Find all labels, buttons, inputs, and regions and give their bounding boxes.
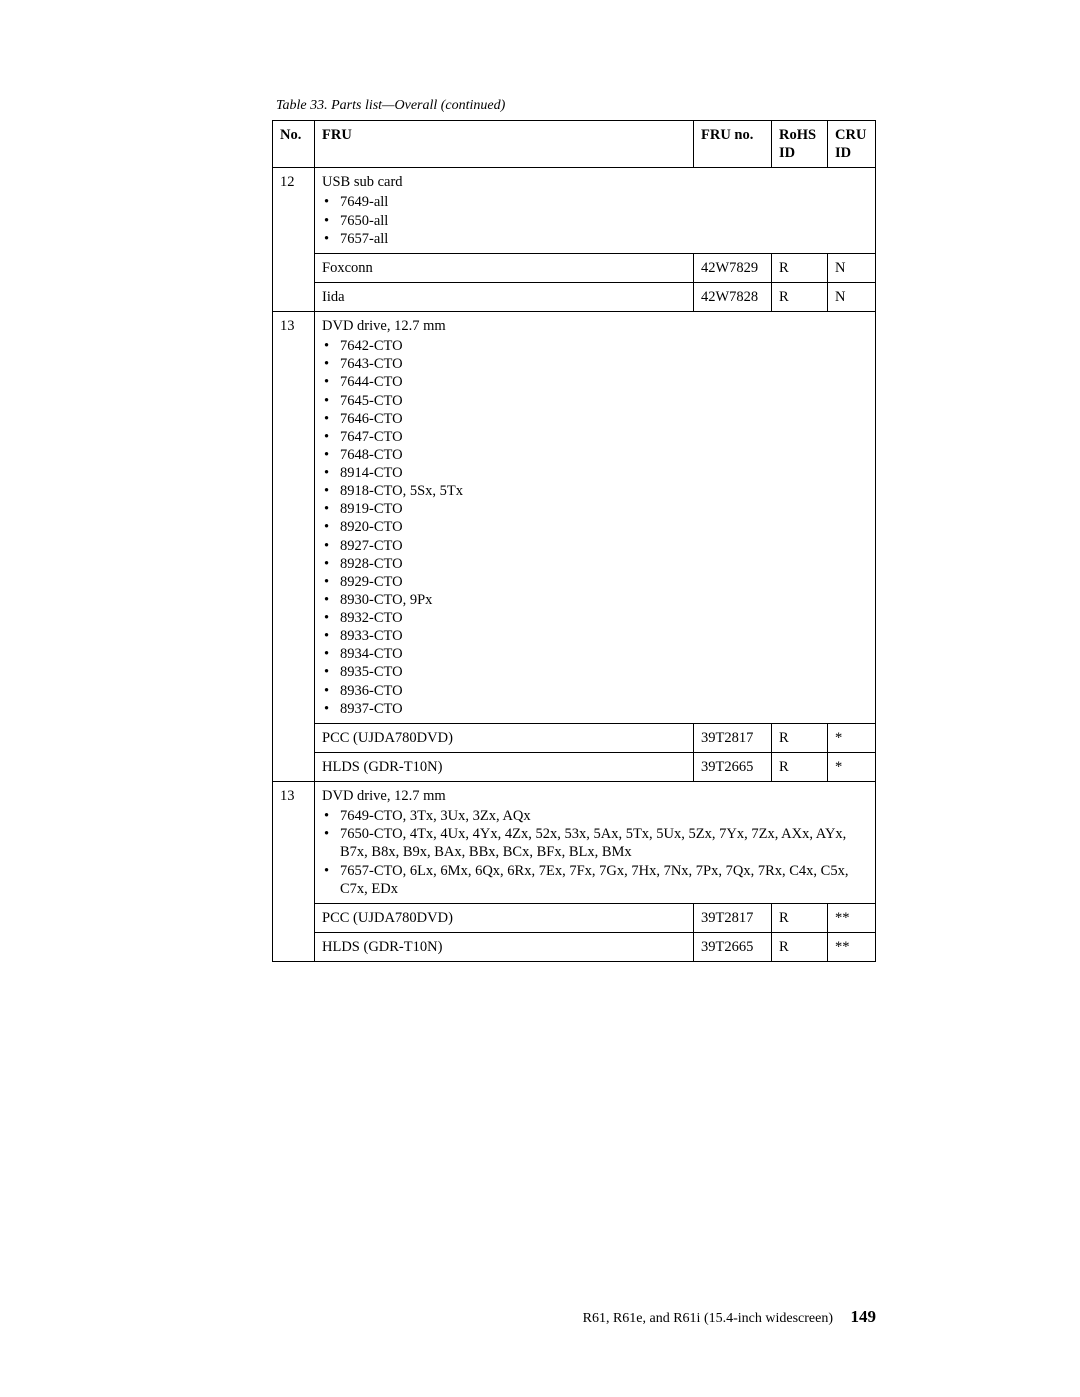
- list-item: 7649-CTO, 3Tx, 3Ux, 3Zx, AQx: [336, 807, 868, 825]
- table-row: HLDS (GDR-T10N) 39T2665 R *: [273, 752, 876, 781]
- sub-fno: 39T2665: [694, 752, 772, 781]
- sub-name: PCC (UJDA780DVD): [315, 903, 694, 932]
- page-footer: R61, R61e, and R61i (15.4-inch widescree…: [583, 1307, 876, 1327]
- row-fru-block: USB sub card 7649-all 7650-all 7657-all: [315, 168, 876, 254]
- sub-name: Foxconn: [315, 253, 694, 282]
- list-item: 8930-CTO, 9Px: [336, 591, 868, 609]
- table-row: 13 DVD drive, 12.7 mm 7649-CTO, 3Tx, 3Ux…: [273, 782, 876, 904]
- sub-fno: 42W7828: [694, 282, 772, 311]
- row-no: 12: [273, 168, 315, 312]
- sub-rohs: R: [772, 903, 828, 932]
- row-no: 13: [273, 782, 315, 962]
- sub-cru: N: [828, 253, 876, 282]
- row-no: 13: [273, 312, 315, 782]
- col-rohs: RoHS ID: [772, 121, 828, 168]
- list-item: 7650-CTO, 4Tx, 4Ux, 4Yx, 4Zx, 52x, 53x, …: [336, 825, 868, 861]
- list-item: 7646-CTO: [336, 410, 868, 428]
- sub-name: PCC (UJDA780DVD): [315, 723, 694, 752]
- parts-table: No. FRU FRU no. RoHS ID CRU ID 12 USB su…: [272, 120, 876, 962]
- list-item: 8927-CTO: [336, 537, 868, 555]
- sub-cru: N: [828, 282, 876, 311]
- sub-name: HLDS (GDR-T10N): [315, 932, 694, 961]
- col-fru: FRU: [315, 121, 694, 168]
- table-row: HLDS (GDR-T10N) 39T2665 R **: [273, 932, 876, 961]
- sub-name: HLDS (GDR-T10N): [315, 752, 694, 781]
- row-fru-block: DVD drive, 12.7 mm 7649-CTO, 3Tx, 3Ux, 3…: [315, 782, 876, 904]
- list-item: 8933-CTO: [336, 627, 868, 645]
- col-fno: FRU no.: [694, 121, 772, 168]
- list-item: 8919-CTO: [336, 500, 868, 518]
- list-item: 7647-CTO: [336, 428, 868, 446]
- sub-fno: 39T2817: [694, 723, 772, 752]
- list-item: 8914-CTO: [336, 464, 868, 482]
- list-item: 8918-CTO, 5Sx, 5Tx: [336, 482, 868, 500]
- list-item: 7657-CTO, 6Lx, 6Mx, 6Qx, 6Rx, 7Ex, 7Fx, …: [336, 862, 868, 898]
- row-title: USB sub card: [322, 174, 403, 190]
- list-item: 8932-CTO: [336, 609, 868, 627]
- sub-cru: *: [828, 752, 876, 781]
- sub-rohs: R: [772, 752, 828, 781]
- list-item: 8937-CTO: [336, 700, 868, 718]
- list-item: 8920-CTO: [336, 518, 868, 536]
- row-title: DVD drive, 12.7 mm: [322, 318, 446, 334]
- sub-cru: *: [828, 723, 876, 752]
- list-item: 7650-all: [336, 212, 868, 230]
- model-list: 7642-CTO 7643-CTO 7644-CTO 7645-CTO 7646…: [322, 337, 868, 718]
- row-fru-block: DVD drive, 12.7 mm 7642-CTO 7643-CTO 764…: [315, 312, 876, 724]
- col-cru: CRU ID: [828, 121, 876, 168]
- page: Table 33. Parts list—Overall (continued)…: [0, 0, 1080, 1397]
- list-item: 7657-all: [336, 230, 868, 248]
- list-item: 8929-CTO: [336, 573, 868, 591]
- list-item: 7643-CTO: [336, 355, 868, 373]
- table-row: PCC (UJDA780DVD) 39T2817 R **: [273, 903, 876, 932]
- list-item: 8928-CTO: [336, 555, 868, 573]
- sub-rohs: R: [772, 932, 828, 961]
- sub-rohs: R: [772, 282, 828, 311]
- sub-name: Iida: [315, 282, 694, 311]
- list-item: 8936-CTO: [336, 682, 868, 700]
- model-list: 7649-all 7650-all 7657-all: [322, 193, 868, 247]
- list-item: 7649-all: [336, 193, 868, 211]
- list-item: 7648-CTO: [336, 446, 868, 464]
- sub-rohs: R: [772, 253, 828, 282]
- list-item: 7642-CTO: [336, 337, 868, 355]
- list-item: 8934-CTO: [336, 645, 868, 663]
- page-number: 149: [851, 1307, 877, 1326]
- list-item: 8935-CTO: [336, 663, 868, 681]
- list-item: 7645-CTO: [336, 392, 868, 410]
- footer-text: R61, R61e, and R61i (15.4-inch widescree…: [583, 1311, 833, 1326]
- model-list: 7649-CTO, 3Tx, 3Ux, 3Zx, AQx 7650-CTO, 4…: [322, 807, 868, 898]
- list-item: 7644-CTO: [336, 373, 868, 391]
- sub-rohs: R: [772, 723, 828, 752]
- table-row: 12 USB sub card 7649-all 7650-all 7657-a…: [273, 168, 876, 254]
- sub-fno: 39T2817: [694, 903, 772, 932]
- sub-fno: 39T2665: [694, 932, 772, 961]
- table-header-row: No. FRU FRU no. RoHS ID CRU ID: [273, 121, 876, 168]
- table-row: 13 DVD drive, 12.7 mm 7642-CTO 7643-CTO …: [273, 312, 876, 724]
- table-row: PCC (UJDA780DVD) 39T2817 R *: [273, 723, 876, 752]
- sub-cru: **: [828, 903, 876, 932]
- sub-fno: 42W7829: [694, 253, 772, 282]
- row-title: DVD drive, 12.7 mm: [322, 788, 446, 804]
- sub-cru: **: [828, 932, 876, 961]
- table-row: Iida 42W7828 R N: [273, 282, 876, 311]
- table-row: Foxconn 42W7829 R N: [273, 253, 876, 282]
- col-no: No.: [273, 121, 315, 168]
- table-caption: Table 33. Parts list—Overall (continued): [276, 98, 876, 114]
